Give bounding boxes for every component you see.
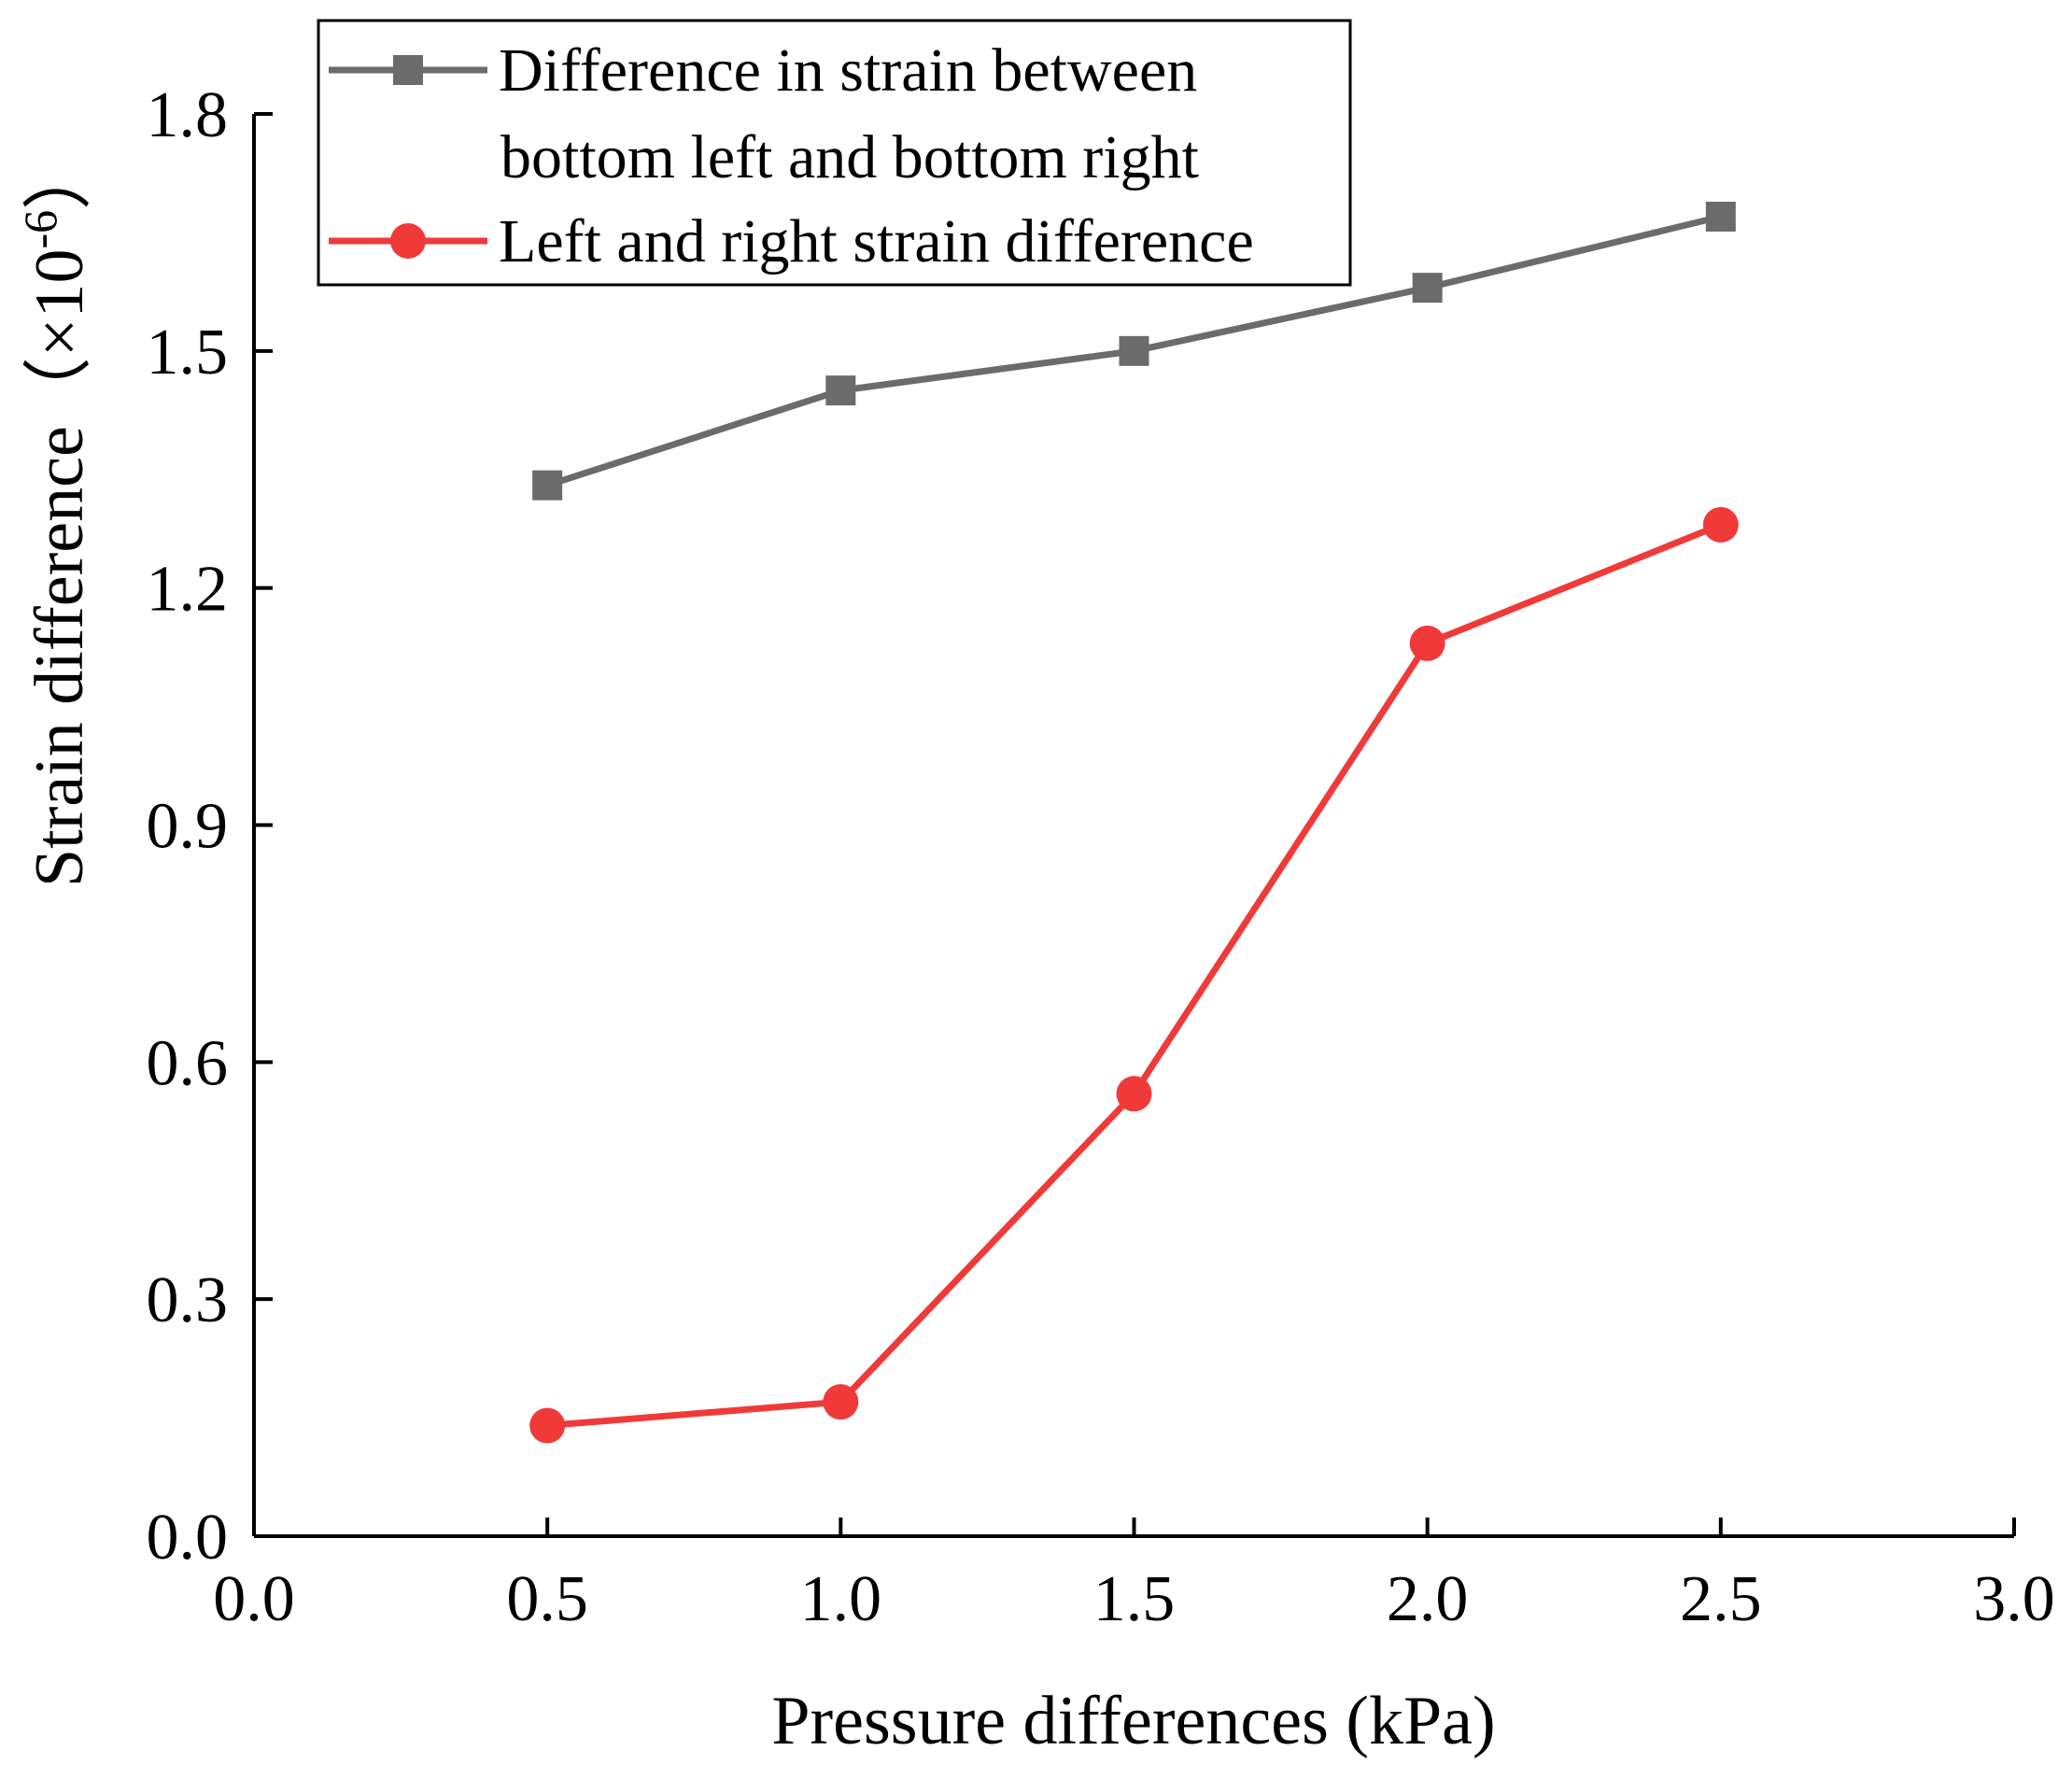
data-point-square [1119,335,1149,366]
y-axis-label-main: Strain difference（×10 [21,248,98,887]
data-point-circle [529,1407,566,1444]
legend-marker-square [393,55,423,85]
y-axis-label-exponent: -6 [14,210,66,249]
y-axis-label-close: ） [21,141,98,210]
x-tick-label: 1.0 [800,1563,882,1635]
y-tick-label: 0.9 [147,791,229,863]
x-axis-label: Pressure differences (kPa) [771,1683,1495,1759]
data-point-circle [1409,625,1445,661]
x-tick-label: 1.5 [1093,1563,1176,1635]
data-point-square [1705,201,1736,232]
data-point-square [825,375,856,406]
x-tick-label: 3.0 [1973,1563,2055,1635]
y-tick-label: 1.5 [147,317,229,388]
x-tick-label: 0.0 [213,1563,295,1635]
y-tick-label: 1.8 [147,79,229,151]
legend: Difference in strain between bottom left… [317,19,1352,287]
data-point-square [1412,273,1443,304]
legend-label-gray-line2: bottom left and bottom right [500,123,1199,191]
y-tick-label: 0.6 [147,1027,229,1099]
legend-box [317,19,1352,287]
y-tick-label: 1.2 [147,554,229,626]
x-tick-label: 0.5 [506,1563,588,1635]
y-tick-label: 0.0 [147,1502,229,1574]
x-tick-label: 2.5 [1680,1563,1762,1635]
legend-label-gray-line1: Difference in strain between [499,36,1197,105]
y-ticks: 0.0 0.3 0.6 0.9 1.2 1.5 1.8 [147,79,273,1574]
x-ticks: 0.0 0.5 1.0 1.5 2.0 2.5 3.0 [213,1518,2055,1635]
y-tick-label: 0.3 [147,1264,229,1336]
legend-marker-circle [390,223,426,259]
data-point-circle [1116,1076,1152,1112]
data-point-circle [823,1384,859,1420]
data-point-circle [1702,506,1739,543]
y-axis-label: Strain difference（×10-6） [14,141,98,887]
series [529,201,1739,1444]
legend-label-red: Left and right strain difference [499,207,1254,275]
x-tick-label: 2.0 [1387,1563,1469,1635]
data-point-square [532,470,563,501]
